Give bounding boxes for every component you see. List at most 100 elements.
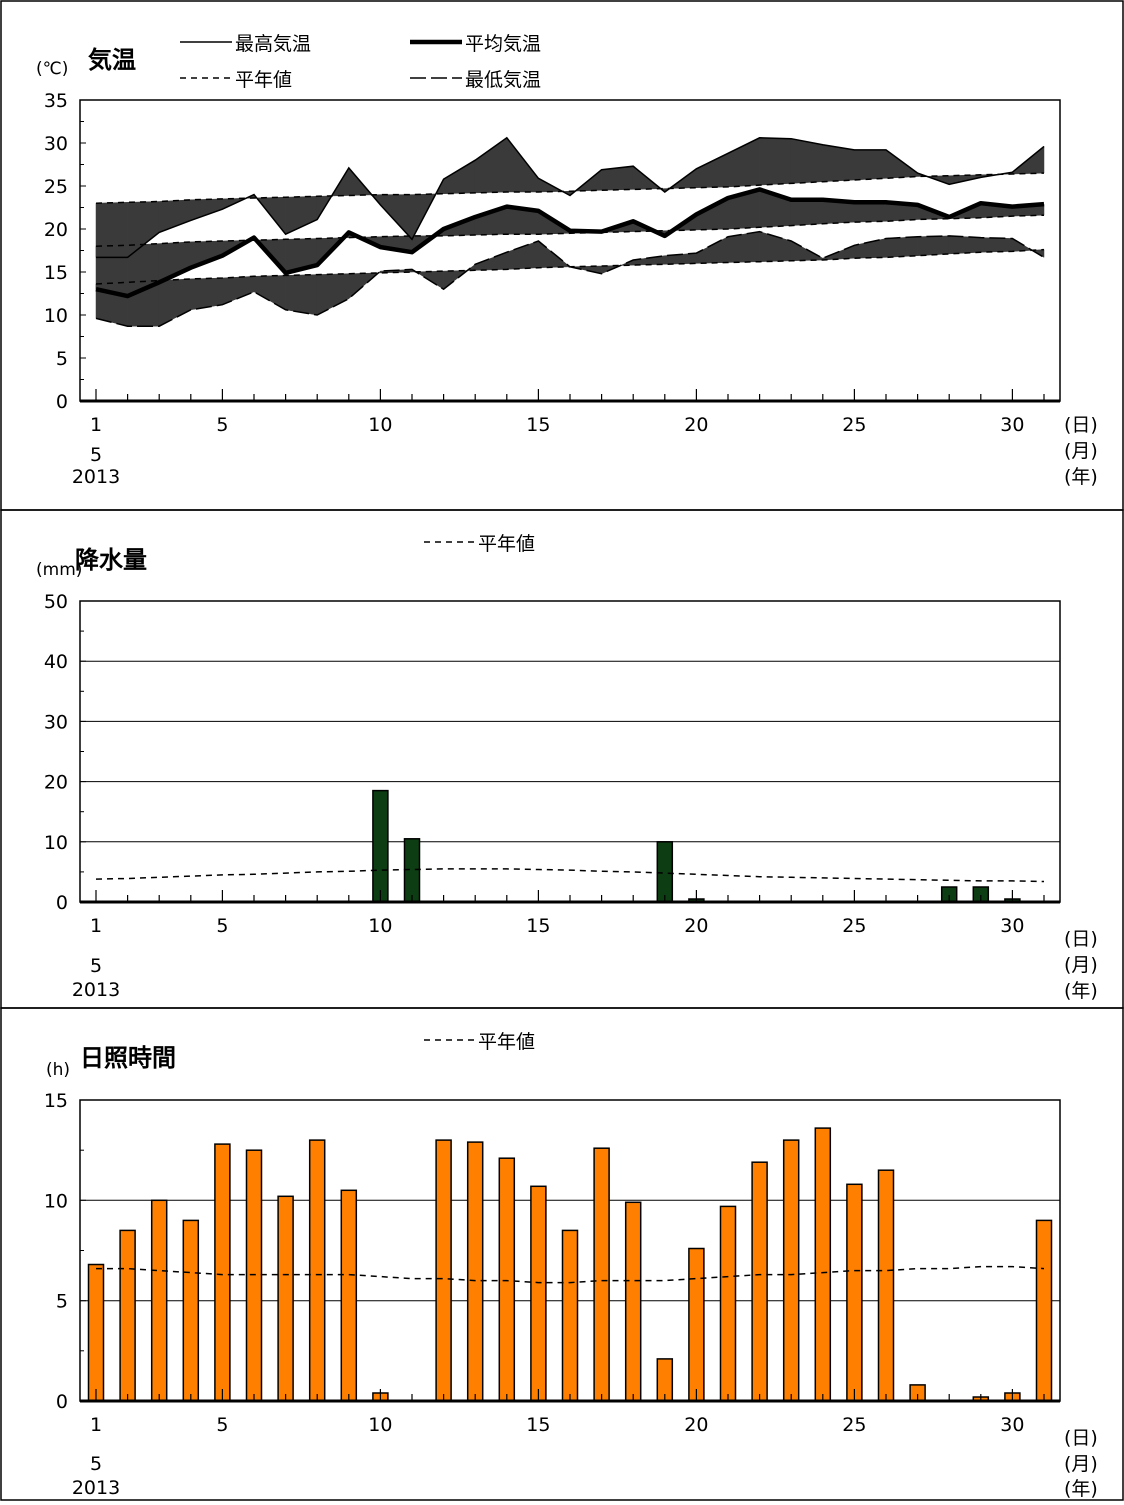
sun-bar <box>277 1195 294 1402</box>
precip-unit-year: (年) <box>1064 980 1098 1002</box>
temp-anomaly-segment <box>948 235 982 255</box>
sun-year-label: 2013 <box>72 1477 120 1499</box>
temp-anomaly-segment <box>253 275 286 311</box>
temp-y-axis: 0 5 10 15 20 25 30 35 <box>44 90 86 413</box>
precip-gridlines <box>80 660 1060 843</box>
sun-x-tick-label: 25 <box>842 1414 866 1436</box>
sun-unit-day: (日) <box>1064 1427 1098 1449</box>
temp-anomaly-segment <box>474 137 508 194</box>
temp-anomaly-segment <box>190 198 223 221</box>
avg-temp-line <box>95 187 1045 299</box>
precipitation-panel <box>0 509 1124 1009</box>
precip-normal-line <box>95 868 1045 883</box>
sun-normal-line <box>96 1265 1045 1284</box>
sun-bar <box>87 1263 105 1402</box>
sun-bar <box>119 1229 136 1402</box>
sun-x-tick-label: 10 <box>368 1414 392 1436</box>
sun-bar <box>245 1149 263 1402</box>
temp-x-tick-label: 1 <box>90 414 102 436</box>
precip-normal <box>95 868 1045 883</box>
temp-anomaly-segment <box>790 138 824 184</box>
temp-legend: 最高気温 平年値 平均気温 最低気温 <box>180 33 541 91</box>
sun-month-label: 5 <box>90 1453 102 1475</box>
sun-bar <box>308 1139 326 1402</box>
precip-bar <box>372 789 389 903</box>
sun-legend-label: 平年値 <box>478 1031 535 1053</box>
precip-year-label: 2013 <box>72 979 120 1001</box>
temp-anomaly-segment <box>980 237 1013 253</box>
sun-x-tick-label: 20 <box>684 1414 708 1436</box>
sun-normal <box>96 1265 1045 1284</box>
sun-bar <box>340 1189 358 1402</box>
legend-normal-label: 平年値 <box>235 69 292 91</box>
temp-y-tick-label: 15 <box>44 262 68 284</box>
temp-anomaly-segment <box>158 199 192 233</box>
sun-x-tick-label: 1 <box>90 1414 102 1436</box>
temp-anomaly-segment <box>474 251 508 271</box>
sun-bar <box>814 1127 832 1402</box>
legend-min-label: 最低気温 <box>465 69 541 91</box>
temp-anomaly-segment <box>759 137 792 186</box>
temp-x-captions: 5 2013 (日) (月) (年) <box>72 414 1098 488</box>
precip-title: 降水量 <box>75 546 147 574</box>
sun-bar <box>530 1185 547 1402</box>
precip-y-tick-label: 20 <box>44 772 68 794</box>
precip-x-tick-label: 15 <box>526 915 550 937</box>
temp-lines <box>95 136 1045 327</box>
precip-plot-frame <box>79 600 1061 903</box>
temp-anomaly-segment <box>917 235 950 256</box>
sun-bar <box>182 1219 200 1402</box>
sun-bar <box>624 1201 642 1402</box>
sun-unit: (h) <box>46 1060 70 1080</box>
sun-bar <box>877 1169 895 1402</box>
sun-bar <box>561 1229 579 1402</box>
temp-y-tick-label: 5 <box>56 348 68 370</box>
sun-bar <box>466 1141 484 1402</box>
temp-anomaly-segment <box>380 194 413 240</box>
precip-y-tick-label: 10 <box>44 832 68 854</box>
temp-anomaly-segment <box>506 137 539 193</box>
max-temp-line <box>96 136 1045 259</box>
temp-unit: (℃) <box>36 59 68 79</box>
temp-anomaly-segment <box>158 278 192 327</box>
sun-y-tick-label: 5 <box>56 1291 68 1313</box>
sun-bar <box>751 1161 768 1402</box>
temp-x-tick-label: 15 <box>526 414 550 436</box>
precip-y-tick-label: 30 <box>44 711 68 733</box>
precip-y-axis: 0 10 20 30 40 50 <box>44 591 86 914</box>
precip-x-tick-label: 1 <box>90 915 102 937</box>
min-temp-line <box>95 230 1045 327</box>
sun-unit-month: (月) <box>1064 1453 1098 1475</box>
precip-x-tick-label: 25 <box>842 915 866 937</box>
sun-bar <box>1035 1219 1053 1402</box>
sun-y-axis: 0 5 10 15 <box>44 1090 86 1413</box>
temp-x-tick-label: 5 <box>216 414 228 436</box>
temp-unit-year: (年) <box>1064 466 1098 488</box>
precip-y-tick-label: 0 <box>56 892 68 914</box>
temp-anomaly-segment <box>854 202 887 223</box>
sun-y-tick-label: 15 <box>44 1090 68 1112</box>
precip-month-label: 5 <box>90 955 102 977</box>
temp-anomaly-segment <box>285 274 318 316</box>
sun-x-tick-label: 30 <box>1000 1414 1024 1436</box>
temp-y-tick-label: 25 <box>44 176 68 198</box>
temp-month-label: 5 <box>90 444 102 466</box>
precip-x-tick-label: 30 <box>1000 915 1024 937</box>
precip-y-tick-label: 40 <box>44 651 68 673</box>
temp-y-tick-label: 0 <box>56 391 68 413</box>
sun-bar <box>846 1183 863 1402</box>
temp-y-tick-label: 35 <box>44 90 68 112</box>
sun-x-axis: 1 5 10 15 20 25 30 <box>80 1389 1060 1436</box>
legend-max-label: 最高気温 <box>235 33 311 55</box>
sun-y-tick-label: 10 <box>44 1190 68 1212</box>
legend-avg-label: 平均気温 <box>465 33 541 55</box>
temp-anomaly-segment <box>885 236 918 258</box>
temp-anomaly-segment <box>822 144 855 182</box>
sun-y-tick-label: 0 <box>56 1391 68 1413</box>
temp-unit-day: (日) <box>1064 414 1098 436</box>
temp-year-label: 2013 <box>72 466 120 488</box>
temp-title: 気温 <box>88 46 136 74</box>
temp-y-tick-label: 20 <box>44 219 68 241</box>
